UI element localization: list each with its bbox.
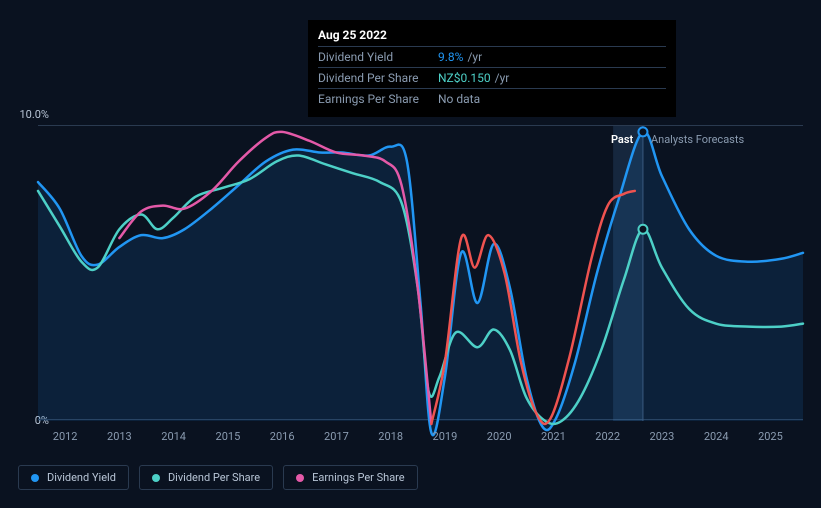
tooltip-row-label: Dividend Per Share bbox=[318, 71, 438, 85]
chart-tooltip: Aug 25 2022 Dividend Yield9.8%/yrDividen… bbox=[308, 20, 676, 117]
x-tick-label: 2014 bbox=[161, 430, 186, 443]
legend-dot-icon bbox=[31, 474, 39, 482]
past-label: Past bbox=[611, 133, 633, 146]
legend-label: Earnings Per Share bbox=[312, 471, 405, 484]
x-tick-label: 2023 bbox=[650, 430, 675, 443]
tooltip-row-unit: /yr bbox=[467, 50, 482, 64]
x-tick-label: 2025 bbox=[758, 430, 783, 443]
x-tick-label: 2020 bbox=[487, 430, 512, 443]
forecast-label: Analysts Forecasts bbox=[651, 133, 744, 146]
x-tick-label: 2022 bbox=[595, 430, 620, 443]
chart-svg bbox=[38, 126, 803, 421]
legend-item[interactable]: Dividend Yield bbox=[18, 465, 129, 490]
tooltip-row-value: NZ$0.150 bbox=[438, 71, 491, 85]
legend-label: Dividend Yield bbox=[47, 471, 116, 484]
plot-area[interactable]: Past Analysts Forecasts bbox=[38, 125, 803, 420]
tooltip-row-label: Earnings Per Share bbox=[318, 92, 438, 106]
legend-item[interactable]: Dividend Per Share bbox=[139, 465, 273, 490]
tooltip-row-value: 9.8% bbox=[438, 50, 463, 64]
x-tick-label: 2024 bbox=[704, 430, 729, 443]
x-tick-label: 2018 bbox=[378, 430, 403, 443]
chart-container: Past Analysts Forecasts bbox=[38, 110, 803, 430]
x-tick-label: 2017 bbox=[324, 430, 349, 443]
chart-legend: Dividend Yield Dividend Per Share Earnings… bbox=[18, 465, 418, 490]
x-tick-label: 2012 bbox=[53, 430, 78, 443]
x-tick-label: 2021 bbox=[541, 430, 566, 443]
tooltip-row: Dividend Per ShareNZ$0.150/yr bbox=[318, 67, 666, 88]
legend-dot-icon bbox=[296, 474, 304, 482]
x-tick-label: 2016 bbox=[270, 430, 295, 443]
tooltip-row: Dividend Yield9.8% /yr bbox=[318, 46, 666, 67]
x-tick-label: 2013 bbox=[107, 430, 132, 443]
tooltip-date: Aug 25 2022 bbox=[318, 26, 666, 46]
legend-label: Dividend Per Share bbox=[168, 471, 260, 484]
legend-item[interactable]: Earnings Per Share bbox=[283, 465, 418, 490]
x-tick-label: 2015 bbox=[216, 430, 241, 443]
tooltip-row-label: Dividend Yield bbox=[318, 50, 438, 64]
x-tick-label: 2019 bbox=[433, 430, 458, 443]
tooltip-row: Earnings Per ShareNo data bbox=[318, 88, 666, 109]
tooltip-row-unit: /yr bbox=[495, 71, 510, 85]
tooltip-row-value: No data bbox=[438, 92, 480, 106]
legend-dot-icon bbox=[152, 474, 160, 482]
